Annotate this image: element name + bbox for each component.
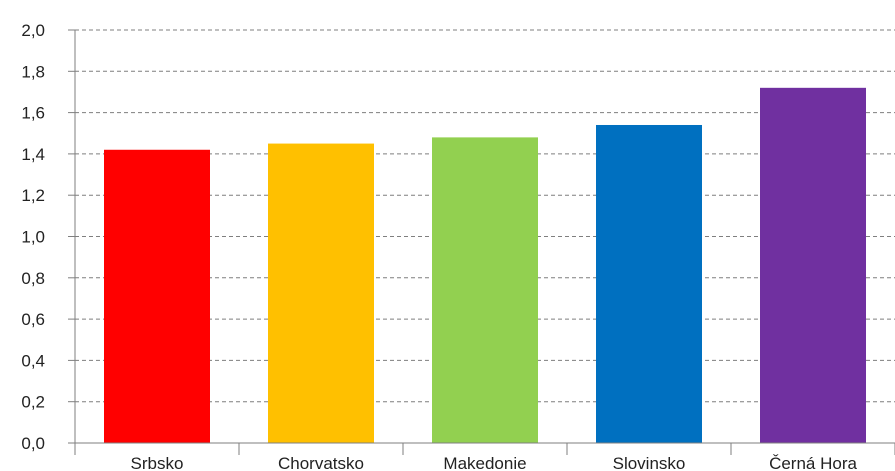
x-category-label: Chorvatsko bbox=[278, 454, 364, 471]
x-category-label: Slovinsko bbox=[613, 454, 686, 471]
bar bbox=[268, 143, 374, 443]
y-tick-label: 1,4 bbox=[21, 145, 45, 164]
x-category-label: Srbsko bbox=[131, 454, 184, 471]
bar bbox=[432, 137, 538, 443]
y-axis: 0,0 0,2 0,4 0,6 0,8 1,0 1,2 1,4 1,6 1,8 2,0 bbox=[21, 21, 76, 453]
y-tick-label: 1,0 bbox=[21, 228, 45, 247]
bar bbox=[596, 124, 702, 444]
y-tick-label: 0,2 bbox=[21, 393, 45, 412]
x-category-label: Makedonie bbox=[443, 454, 526, 471]
bars bbox=[104, 87, 866, 444]
bar bbox=[104, 149, 210, 443]
y-tick-label: 1,6 bbox=[21, 104, 45, 123]
y-tick-label: 2,0 bbox=[21, 21, 45, 40]
y-tick-label: 0,4 bbox=[21, 351, 45, 370]
x-axis: Srbsko Chorvatsko Makedonie Slovinsko Černá … bbox=[74, 442, 895, 471]
y-tick-label: 0,6 bbox=[21, 310, 45, 329]
bar bbox=[760, 87, 866, 443]
x-category-label: Černá Hora bbox=[769, 454, 857, 471]
y-tick-label: 1,8 bbox=[21, 62, 45, 81]
y-tick-label: 0,0 bbox=[21, 434, 45, 453]
y-tick-label: 0,8 bbox=[21, 269, 45, 288]
y-tick-label: 1,2 bbox=[21, 186, 45, 205]
